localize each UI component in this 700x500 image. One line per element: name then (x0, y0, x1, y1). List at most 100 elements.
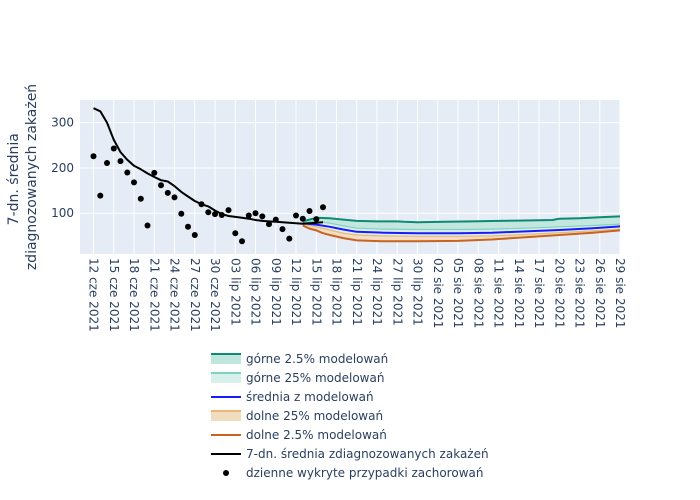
daily-point-20 (225, 207, 232, 214)
x-tick-label-21: 14 sie 2021 (512, 258, 526, 328)
daily-point-19 (218, 212, 225, 218)
x-tick-label-16: 30 lip 2021 (411, 258, 425, 326)
x-tick-label-14: 24 lip 2021 (370, 258, 384, 326)
x-tick-label-19: 08 sie 2021 (471, 258, 485, 328)
daily-point-13 (178, 210, 185, 217)
x-tick-label-4: 24 cze 2021 (168, 258, 182, 332)
daily-point-24 (252, 210, 259, 217)
y-axis-title: 7-dn. średnia zdiagnozowanych zakażeń (6, 84, 40, 270)
legend-item-lower025[interactable]: dolne 2.5% modelowań (211, 428, 387, 442)
x-tick-label-15: 27 lip 2021 (390, 258, 404, 326)
legend-item-avg7[interactable]: 7-dn. średnia zdiagnozowanych zakażeń (211, 447, 489, 461)
daily-cases-markers (90, 145, 326, 245)
y-axis-title-line-2: zdiagnozowanych zakażeń (24, 84, 40, 270)
x-tick-label-1: 15 cze 2021 (107, 258, 121, 332)
y-tick-label-0: 100 (51, 206, 74, 220)
daily-point-8 (144, 222, 151, 229)
legend[interactable]: górne 2.5% modelowań górne 25% modelowań ś… (211, 352, 489, 480)
x-tick-label-11: 15 lip 2021 (309, 258, 323, 326)
x-tick-label-13: 21 lip 2021 (350, 258, 364, 326)
daily-point-11 (164, 189, 171, 196)
x-tick-label-2: 18 cze 2021 (127, 258, 141, 332)
x-tick-label-24: 23 sie 2021 (573, 258, 587, 328)
legend-label-avg7: 7-dn. średnia zdiagnozowanych zakażeń (246, 447, 489, 461)
daily-point-31 (299, 215, 306, 222)
daily-point-0 (90, 153, 97, 160)
line-upper975 (302, 215, 621, 224)
y-axis-title-line-1: 7-dn. średnia (6, 133, 22, 225)
daily-point-26 (266, 221, 272, 228)
x-tick-labels: 12 cze 2021 15 cze 2021 18 cze 2021 21 cze … (87, 258, 628, 332)
daily-point-5 (124, 169, 131, 176)
line-mean (302, 222, 621, 235)
legend-swatch-upper975 (211, 354, 241, 364)
legend-swatch-upper75 (211, 373, 241, 383)
legend-label-lower025: dolne 2.5% modelowań (246, 428, 387, 442)
daily-point-10 (158, 182, 164, 189)
line-lower025 (302, 224, 621, 243)
line-lower25 (302, 223, 621, 237)
legend-item-lower25[interactable]: dolne 25% modelowań (211, 409, 383, 423)
daily-point-21 (232, 230, 239, 237)
x-tick-label-22: 17 sie 2021 (532, 258, 546, 328)
legend-label-upper975: górne 2.5% modelowań (246, 352, 388, 366)
daily-point-30 (293, 212, 299, 219)
daily-point-7 (137, 195, 144, 202)
daily-point-34 (320, 204, 326, 211)
band-lower25 (302, 224, 620, 242)
legend-item-daily[interactable]: dzienne wykryte przypadki zachorowań (223, 466, 483, 480)
daily-point-23 (245, 212, 252, 219)
legend-item-upper975[interactable]: górne 2.5% modelowań (211, 352, 388, 366)
x-tick-label-12: 18 lip 2021 (330, 258, 344, 326)
daily-point-16 (198, 201, 205, 208)
daily-point-22 (239, 238, 245, 245)
daily-point-15 (191, 232, 198, 238)
x-tick-label-3: 21 cze 2021 (147, 258, 161, 332)
legend-label-mean: średnia z modelowań (246, 390, 374, 404)
band-upper975 (302, 216, 620, 230)
legend-item-mean[interactable]: średnia z modelowań (211, 390, 374, 404)
x-tick-label-18: 05 sie 2021 (451, 258, 465, 328)
legend-label-daily: dzienne wykryte przypadki zachorowań (246, 466, 483, 480)
daily-point-32 (306, 208, 313, 214)
line-avg7 (93, 107, 324, 225)
daily-point-12 (171, 194, 178, 201)
x-tick-label-7: 03 lip 2021 (228, 258, 242, 326)
y-tick-labels: 100 200 300 (51, 116, 74, 221)
legend-label-lower25: dolne 25% modelowań (246, 409, 383, 423)
x-tick-label-20: 11 sie 2021 (492, 258, 506, 328)
daily-point-4 (117, 158, 124, 165)
daily-point-14 (185, 223, 191, 230)
daily-point-25 (259, 213, 266, 220)
daily-point-1 (97, 192, 104, 199)
legend-swatch-daily (223, 470, 229, 476)
daily-point-27 (272, 216, 279, 223)
daily-point-33 (313, 216, 320, 223)
x-tick-label-9: 09 lip 2021 (269, 258, 283, 326)
x-tick-label-25: 26 sie 2021 (593, 258, 607, 328)
x-tick-label-10: 12 lip 2021 (289, 258, 303, 326)
daily-point-2 (104, 160, 110, 166)
line-upper75 (302, 220, 621, 231)
daily-point-6 (131, 179, 137, 186)
x-tick-label-6: 30 cze 2021 (208, 258, 222, 332)
series-lines (93, 107, 621, 243)
x-tick-label-26: 29 sie 2021 (613, 258, 627, 328)
x-tick-label-8: 06 lip 2021 (249, 258, 263, 326)
legend-swatch-lower25 (211, 411, 241, 421)
y-tick-label-2: 300 (51, 116, 74, 130)
legend-item-upper75[interactable]: górne 25% modelowań (211, 371, 384, 385)
daily-point-9 (151, 169, 158, 176)
x-tick-label-23: 20 sie 2021 (552, 258, 566, 328)
x-tick-label-0: 12 cze 2021 (87, 258, 101, 332)
x-tick-label-17: 02 sie 2021 (431, 258, 445, 328)
daily-point-18 (212, 211, 218, 218)
legend-label-upper75: górne 25% modelowań (246, 371, 384, 385)
daily-point-29 (286, 235, 293, 242)
daily-point-28 (279, 226, 286, 233)
x-tick-label-5: 27 cze 2021 (188, 258, 202, 332)
y-tick-label-1: 200 (51, 161, 74, 175)
daily-point-3 (110, 145, 117, 152)
daily-point-17 (205, 209, 212, 216)
